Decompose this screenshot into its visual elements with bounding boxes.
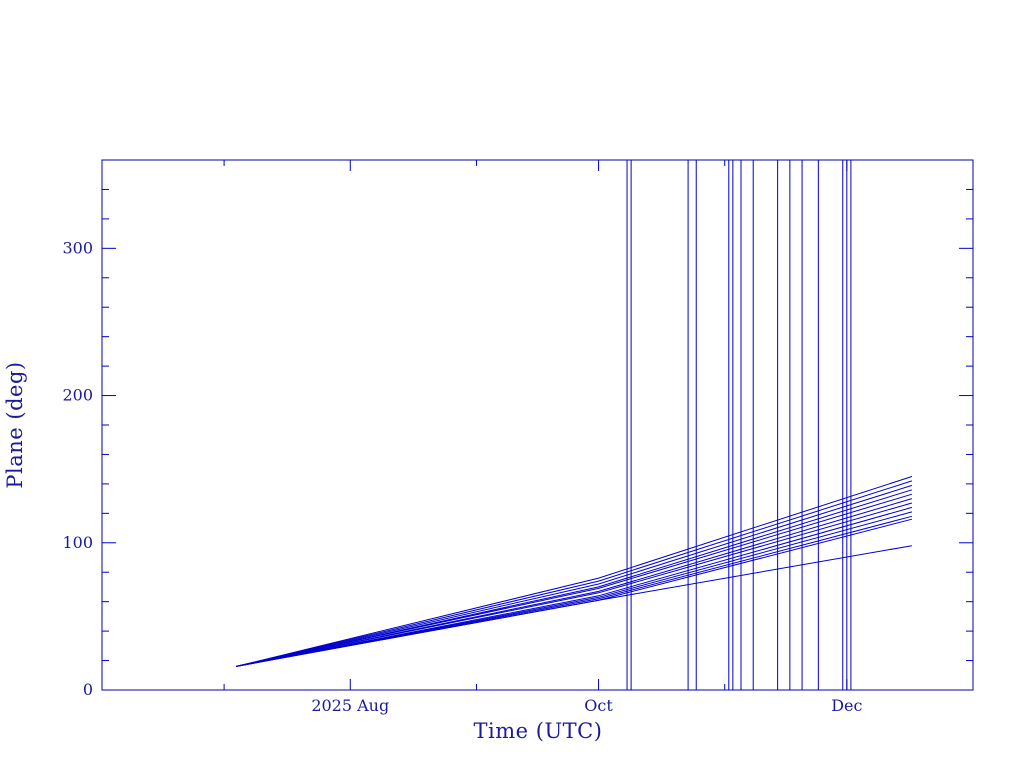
- x-tick-labels: 2025 Aug Oct Dec: [311, 696, 862, 715]
- y-tick-label: 200: [62, 386, 93, 405]
- y-tick-label: 100: [62, 533, 93, 552]
- series-line: [236, 493, 913, 667]
- series-line: [236, 480, 913, 667]
- series-line: [236, 489, 913, 667]
- x-tick-label: Dec: [831, 696, 862, 715]
- y-axis-title: Plane (deg): [3, 361, 27, 488]
- series-line: [236, 476, 913, 667]
- series-lines: [236, 476, 913, 667]
- event-lines: [626, 160, 852, 690]
- series-line: [236, 484, 913, 667]
- x-tick-label: 2025 Aug: [311, 696, 389, 715]
- x-axis-title: Time (UTC): [474, 719, 603, 743]
- x-tick-label: Oct: [584, 696, 613, 715]
- tick-marks: [101, 160, 973, 690]
- series-line: [236, 498, 913, 667]
- y-tick-label: 0: [83, 680, 93, 699]
- series-line: [236, 506, 913, 667]
- y-tick-label: 300: [62, 238, 93, 257]
- y-tick-labels: 0 100 200 300: [62, 238, 93, 699]
